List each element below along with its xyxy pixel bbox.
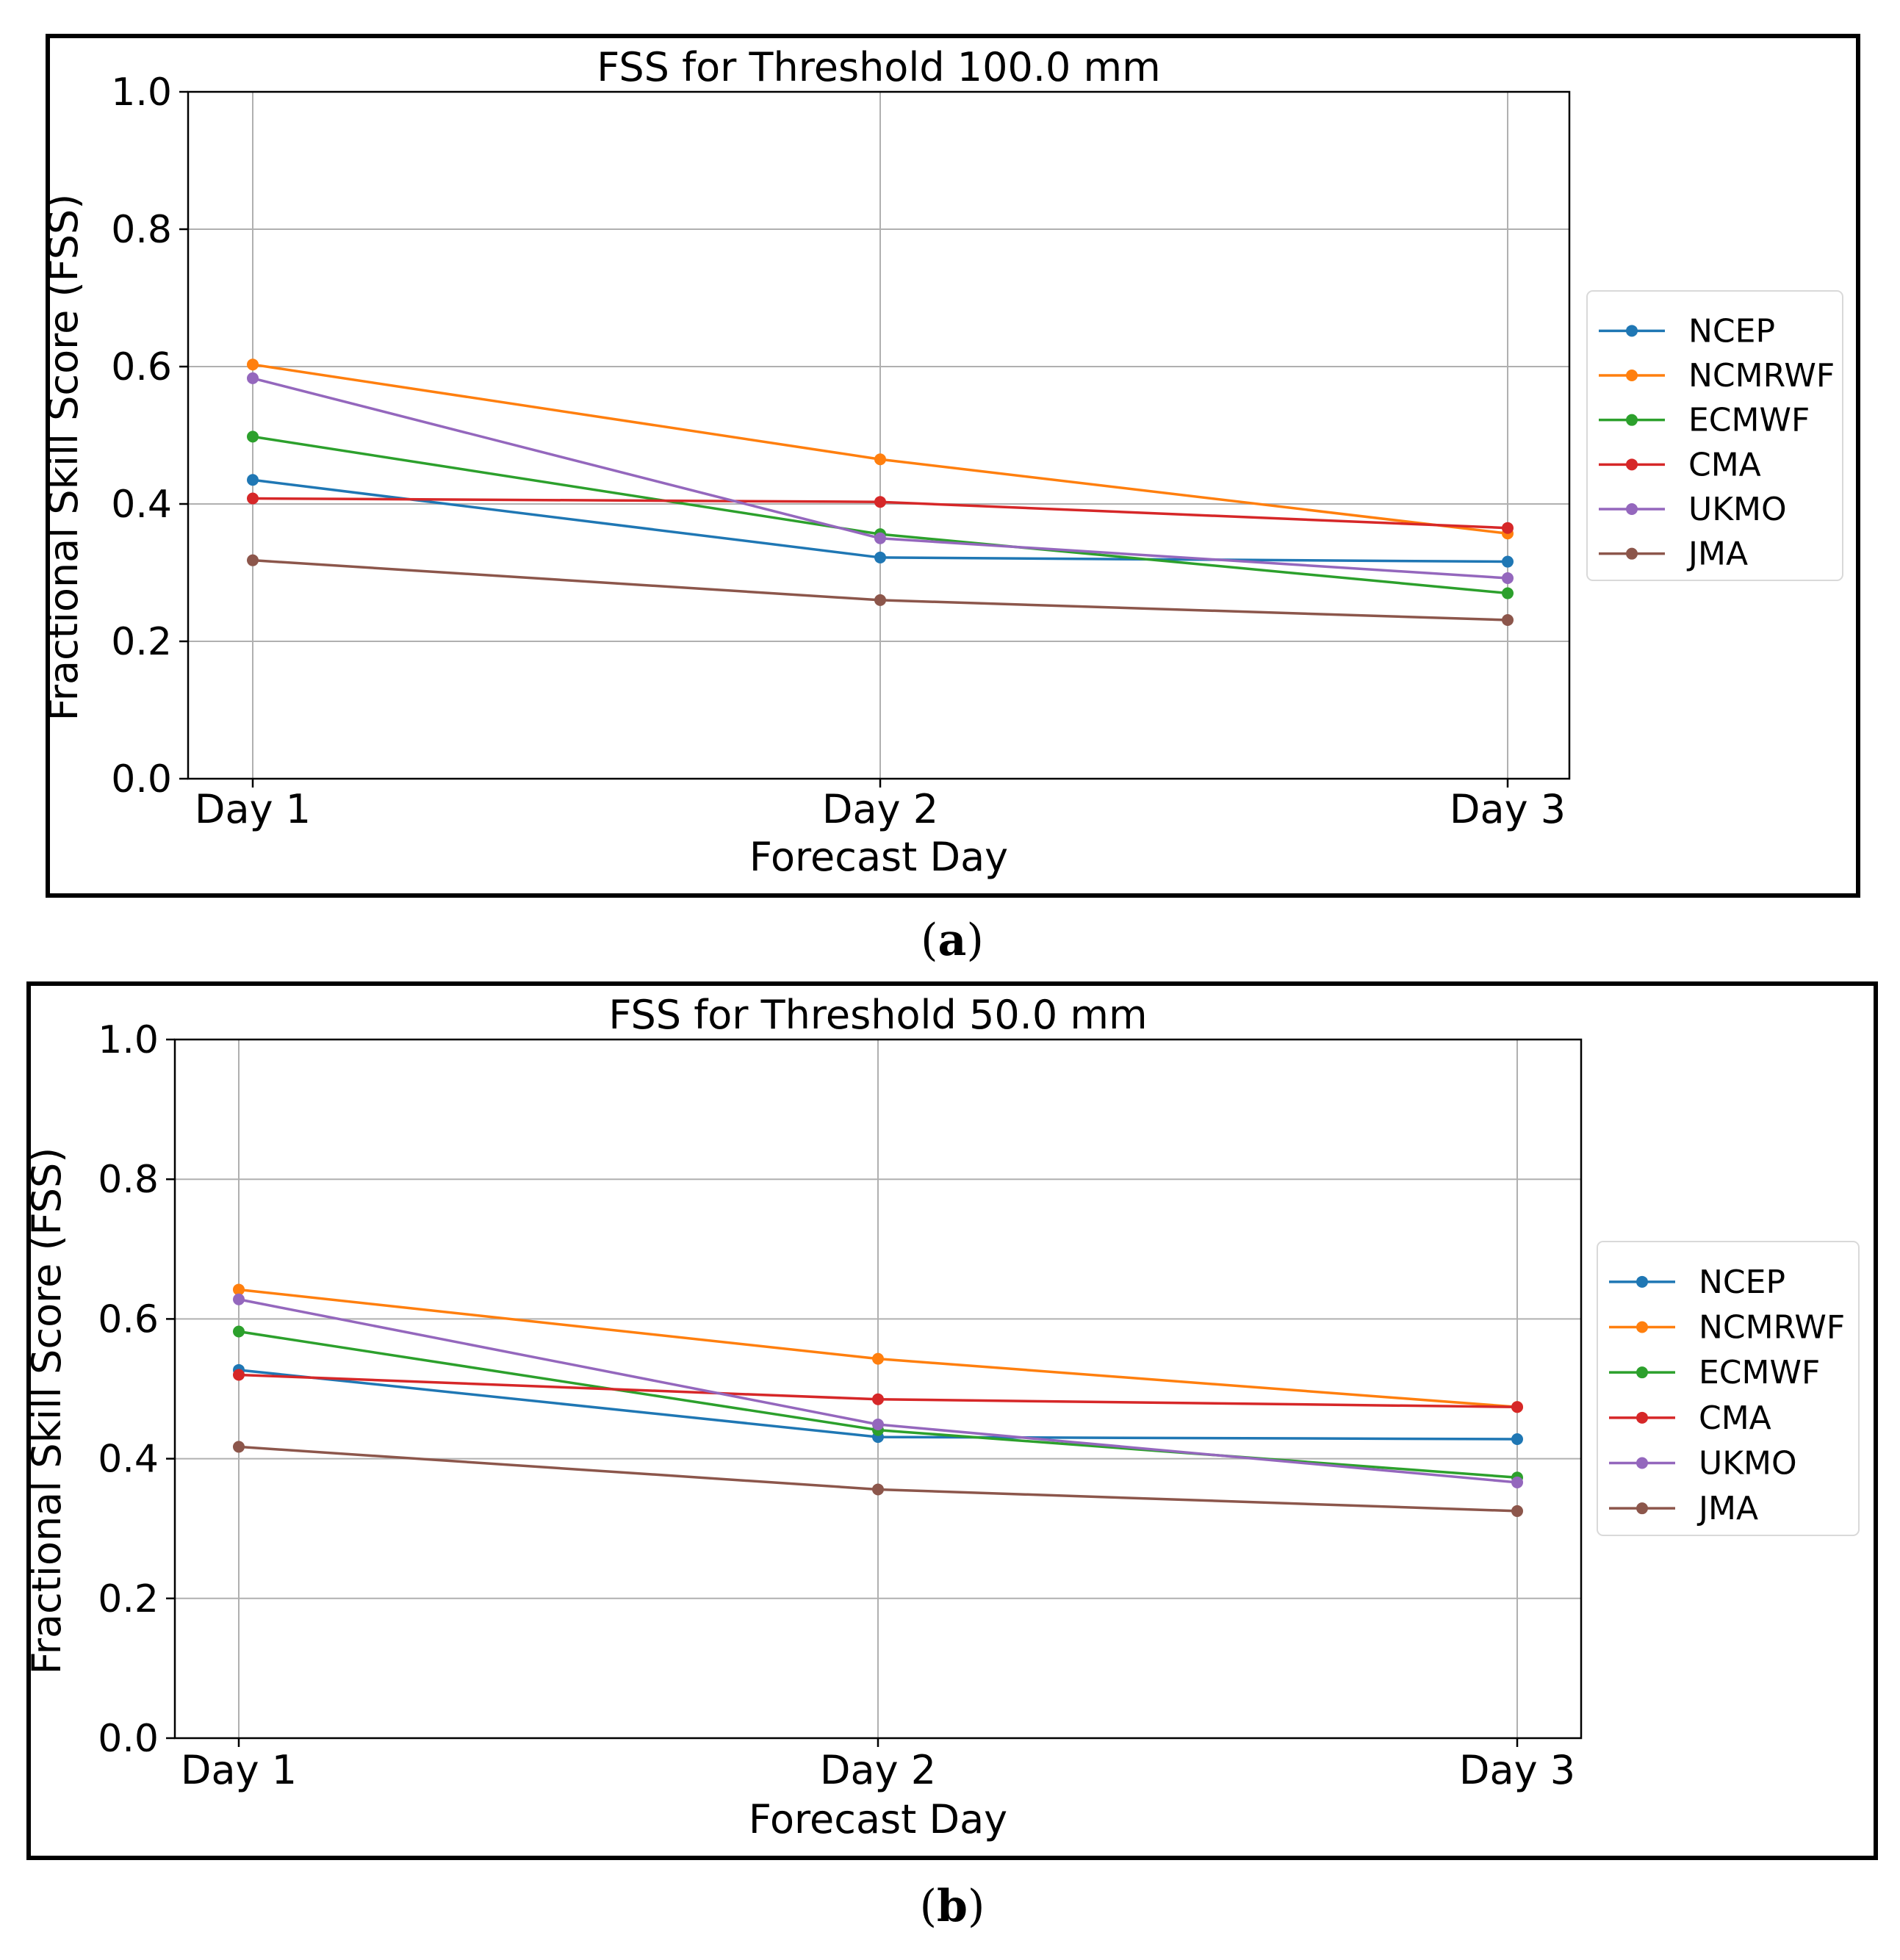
panel-a-data-point-jma [247, 554, 259, 566]
panel-a-legend-marker-ncep [1626, 325, 1638, 337]
panel-b-data-point-ncmrwf [233, 1283, 245, 1296]
panel-a-data-point-jma [1502, 614, 1514, 627]
panel-b-ytick-label: 0.6 [98, 1297, 159, 1341]
panel-a-legend-label-cma: CMA [1688, 446, 1761, 483]
panel-b-x-axis-label: Forecast Day [749, 1796, 1007, 1842]
caption-a-letter: a [938, 915, 967, 966]
panel-a-data-point-ncep [874, 551, 886, 563]
panel-b-data-point-cma [872, 1393, 884, 1405]
panel-b-xtick-label: Day 1 [181, 1747, 297, 1793]
panel-b-data-point-cma [1511, 1401, 1523, 1413]
panel-b-data-point-ncep [1511, 1433, 1523, 1445]
panel-a-ytick-label: 1.0 [111, 71, 172, 115]
panel-a-data-point-cma [1502, 522, 1514, 534]
panel-a-data-point-ukmo [874, 532, 886, 544]
panel-a-legend-marker-ncmrwf [1626, 370, 1638, 381]
panel-b-legend-marker-jma [1636, 1502, 1648, 1515]
panel-a-legend-marker-ecmwf [1626, 414, 1638, 426]
panel-a-legend-marker-cma [1626, 458, 1638, 471]
panel-a-axes-frame [187, 90, 1571, 780]
panel-b-ytick-label: 0.2 [98, 1577, 159, 1621]
panel-a-data-point-ukmo [247, 372, 259, 384]
panel-a-x-axis-label: Forecast Day [749, 834, 1008, 880]
panel-b-data-point-ukmo [872, 1419, 884, 1431]
panel-a-ytick-label: 0.8 [111, 208, 172, 252]
panel-b-data-point-ecmwf [233, 1325, 245, 1338]
panel-b-legend-marker-ecmwf [1636, 1366, 1648, 1379]
panel-b-ytick-label: 1.0 [98, 1018, 159, 1062]
panel-a-ytick-label: 0.4 [111, 483, 172, 527]
panel-b-data-point-jma [1511, 1505, 1523, 1517]
panel-b-data-point-jma [872, 1483, 884, 1496]
panel-a-data-point-ncep [247, 474, 259, 486]
panel-b-data-point-ukmo [233, 1293, 245, 1305]
caption-a: (a) [921, 915, 984, 966]
panel-b-legend-marker-ukmo [1636, 1457, 1648, 1469]
panel-b-data-point-ukmo [1511, 1476, 1523, 1488]
panel-a-data-point-ukmo [1502, 572, 1514, 584]
panel-b-legend-label-ecmwf: ECMWF [1699, 1354, 1820, 1391]
panel-a-y-axis-label: Fractional Skill Score (FSS) [40, 194, 87, 721]
panel-b-ytick-label: 0.8 [98, 1158, 159, 1202]
panel-a-frame [46, 34, 1860, 898]
caption-b-letter: b [937, 1881, 968, 1932]
panel-a-legend-label-ecmwf: ECMWF [1688, 402, 1810, 439]
panel-a-legend-label-ncep: NCEP [1688, 312, 1775, 350]
panel-b-axes-frame [173, 1038, 1583, 1740]
panel-a-data-point-ecmwf [1502, 587, 1514, 599]
panel-a-data-point-ncmrwf [247, 359, 259, 371]
panel-b-xtick-label: Day 3 [1459, 1747, 1575, 1793]
panel-b-legend-label-jma: JMA [1696, 1490, 1758, 1527]
panel-b-legend-label-ncmrwf: NCMRWF [1699, 1309, 1845, 1347]
panel-a-data-point-ncep [1502, 555, 1514, 568]
panel-a-chart-title: FSS for Threshold 100.0 mm [597, 44, 1161, 90]
panel-a-xtick-label: Day 1 [195, 786, 311, 832]
panel-b-legend-marker-cma [1636, 1411, 1648, 1424]
panel-a-data-point-jma [874, 594, 886, 606]
panel-a-legend-label-ukmo: UKMO [1688, 491, 1787, 528]
panel-a-xtick-label: Day 2 [822, 786, 938, 832]
panel-b-legend-label-cma: CMA [1699, 1399, 1771, 1437]
panel-a-data-point-cma [874, 496, 886, 508]
panel-b-ytick-label: 0.4 [98, 1438, 159, 1482]
panel-b-legend-label-ukmo: UKMO [1699, 1445, 1797, 1482]
panel-a-legend-label-ncmrwf: NCMRWF [1688, 357, 1835, 394]
panel-b-legend-marker-ncmrwf [1636, 1321, 1648, 1333]
panel-b-data-point-ncmrwf [872, 1352, 884, 1365]
panel-a-xtick-label: Day 3 [1450, 786, 1566, 832]
panel-a-data-point-cma [247, 492, 259, 505]
panel-a-legend-marker-ukmo [1626, 503, 1638, 515]
panel-a-ytick-label: 0.6 [111, 345, 172, 389]
panel-b-data-point-cma [233, 1369, 245, 1381]
panel-b-y-axis-label: Fractional Skill Score (FSS) [24, 1147, 70, 1675]
panel-b-data-point-jma [233, 1441, 245, 1453]
panel-a-data-point-ncmrwf [874, 453, 886, 466]
panel-a-ytick-label: 0.2 [111, 620, 172, 664]
caption-b: (b) [919, 1881, 985, 1932]
panel-b-frame [26, 981, 1878, 1860]
panel-b-xtick-label: Day 2 [820, 1747, 936, 1793]
panel-a-data-point-ecmwf [247, 430, 259, 443]
panel-a-legend-label-jma: JMA [1686, 536, 1748, 573]
panel-a-legend-marker-jma [1626, 547, 1638, 560]
panel-b-legend-label-ncep: NCEP [1699, 1264, 1785, 1301]
panel-b-ytick-label: 0.0 [98, 1717, 159, 1761]
panel-b-legend-marker-ncep [1636, 1275, 1648, 1288]
panel-a-ytick-label: 0.0 [111, 757, 172, 801]
panel-b-chart-title: FSS for Threshold 50.0 mm [608, 992, 1147, 1038]
